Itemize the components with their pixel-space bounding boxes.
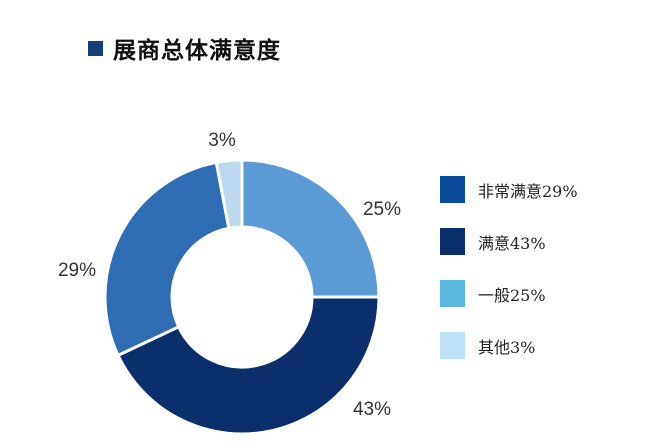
legend-swatch-other [440,332,465,359]
legend-item-average: 一般25% [440,280,578,307]
legend-label-other: 其他3% [478,337,536,357]
donut-slice-4 [214,158,244,230]
legend-item-other: 其他3% [440,332,578,359]
donut-slice-1 [240,158,381,299]
legend-label-average: 一般25% [478,285,546,305]
chart-title: 展商总体满意度 [113,38,281,64]
donut-slice-3 [103,160,231,358]
chart-legend: 非常满意29% 满意43% 一般25% 其他3% [440,176,578,384]
legend-swatch-satisfied [440,228,465,255]
slice-value-label-2: 43% [353,399,391,420]
legend-item-very-satisfied: 非常满意29% [440,176,578,203]
legend-swatch-very-satisfied [440,176,465,203]
title-square-icon [88,40,103,56]
legend-swatch-average [440,280,465,307]
slice-value-label-1: 25% [363,199,401,220]
legend-item-satisfied: 满意43% [440,228,578,255]
legend-label-satisfied: 满意43% [478,233,546,253]
chart-title-group: 展商总体满意度 [88,31,281,65]
legend-label-very-satisfied: 非常满意29% [478,181,578,201]
donut-slice-2 [116,295,381,436]
slice-value-label-4: 3% [208,130,236,151]
slice-value-label-3: 29% [58,260,96,281]
